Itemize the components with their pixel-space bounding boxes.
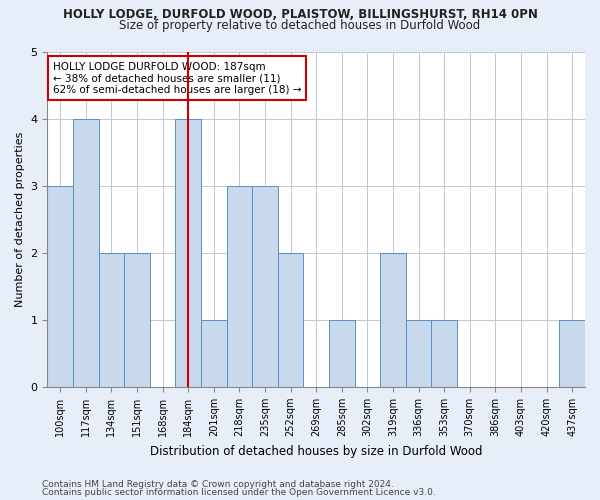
- Text: Contains public sector information licensed under the Open Government Licence v3: Contains public sector information licen…: [42, 488, 436, 497]
- Bar: [329, 320, 355, 387]
- Text: Size of property relative to detached houses in Durfold Wood: Size of property relative to detached ho…: [119, 18, 481, 32]
- Bar: [278, 253, 304, 387]
- Bar: [201, 320, 227, 387]
- Text: HOLLY LODGE, DURFOLD WOOD, PLAISTOW, BILLINGSHURST, RH14 0PN: HOLLY LODGE, DURFOLD WOOD, PLAISTOW, BIL…: [62, 8, 538, 20]
- Bar: [98, 253, 124, 387]
- Bar: [380, 253, 406, 387]
- Text: Contains HM Land Registry data © Crown copyright and database right 2024.: Contains HM Land Registry data © Crown c…: [42, 480, 394, 489]
- Text: HOLLY LODGE DURFOLD WOOD: 187sqm
← 38% of detached houses are smaller (11)
62% o: HOLLY LODGE DURFOLD WOOD: 187sqm ← 38% o…: [53, 62, 301, 95]
- Bar: [406, 320, 431, 387]
- Bar: [559, 320, 585, 387]
- Bar: [252, 186, 278, 387]
- Bar: [431, 320, 457, 387]
- Bar: [227, 186, 252, 387]
- Y-axis label: Number of detached properties: Number of detached properties: [15, 132, 25, 307]
- Bar: [73, 118, 98, 387]
- Bar: [175, 118, 201, 387]
- X-axis label: Distribution of detached houses by size in Durfold Wood: Distribution of detached houses by size …: [150, 444, 482, 458]
- Bar: [124, 253, 150, 387]
- Bar: [47, 186, 73, 387]
